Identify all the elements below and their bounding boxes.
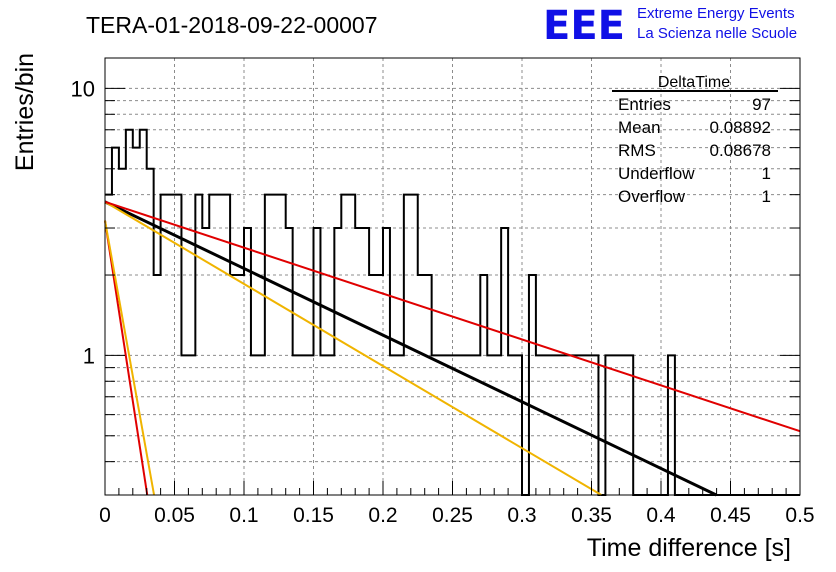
stats-label: Mean xyxy=(618,118,661,137)
x-tick-label: 0.35 xyxy=(571,504,612,527)
x-tick-label: 0.1 xyxy=(229,504,258,527)
stats-label: Overflow xyxy=(618,187,686,206)
y-tick-label: 10 xyxy=(71,76,95,101)
logo-line1: Extreme Energy Events xyxy=(637,5,795,22)
axes: 0 0.05 0.1 0.15 0.2 0.25 0.3 0.35 0.4 0.45 0.5 1 10 xyxy=(71,76,815,527)
series-line-3 xyxy=(104,200,801,433)
stats-label: Underflow xyxy=(618,164,695,183)
stats-rows: Entries 97 Mean 0.08892 RMS 0.08678 Underflow 1… xyxy=(618,95,771,206)
x-tick-label: 0.4 xyxy=(646,504,676,527)
x-tick-label: 0.05 xyxy=(154,504,195,527)
series-line-1 xyxy=(104,200,717,497)
series-line-5 xyxy=(104,220,156,496)
series-line-2 xyxy=(104,200,602,496)
stats-value: 0.08892 xyxy=(710,118,771,137)
logo-mark: EEE xyxy=(543,3,625,49)
stats-value: 0.08678 xyxy=(710,141,771,160)
x-tick-label: 0 xyxy=(99,504,111,527)
stats-value: 1 xyxy=(762,164,771,183)
x-tick-label: 0.5 xyxy=(785,504,814,527)
y-axis-label: Entries/bin xyxy=(11,53,39,171)
stats-label: Entries xyxy=(618,95,671,114)
x-tick-label: 0.25 xyxy=(432,504,473,527)
series-line-4 xyxy=(104,220,149,496)
fit-curves xyxy=(104,200,801,497)
stats-value: 1 xyxy=(762,187,771,206)
x-tick-label: 0.15 xyxy=(293,504,334,527)
stats-title: DeltaTime xyxy=(658,74,730,91)
logo-line2: La Scienza nelle Scuole xyxy=(637,25,797,42)
y-tick-label: 1 xyxy=(83,343,95,368)
x-tick-label: 0.2 xyxy=(368,504,397,527)
run-title: TERA-01-2018-09-22-00007 xyxy=(86,12,378,38)
x-tick-label: 0.3 xyxy=(507,504,536,527)
x-axis-label: Time difference [s] xyxy=(587,534,791,562)
eee-logo: EEE Extreme Energy Events La Scienza nel… xyxy=(543,3,797,49)
stats-box: DeltaTime Entries 97 Mean 0.08892 RMS 0.08678… xyxy=(612,74,778,206)
stats-value: 97 xyxy=(752,95,771,114)
stats-label: RMS xyxy=(618,141,656,160)
grid-lines xyxy=(105,58,800,495)
x-tick-label: 0.45 xyxy=(710,504,751,527)
